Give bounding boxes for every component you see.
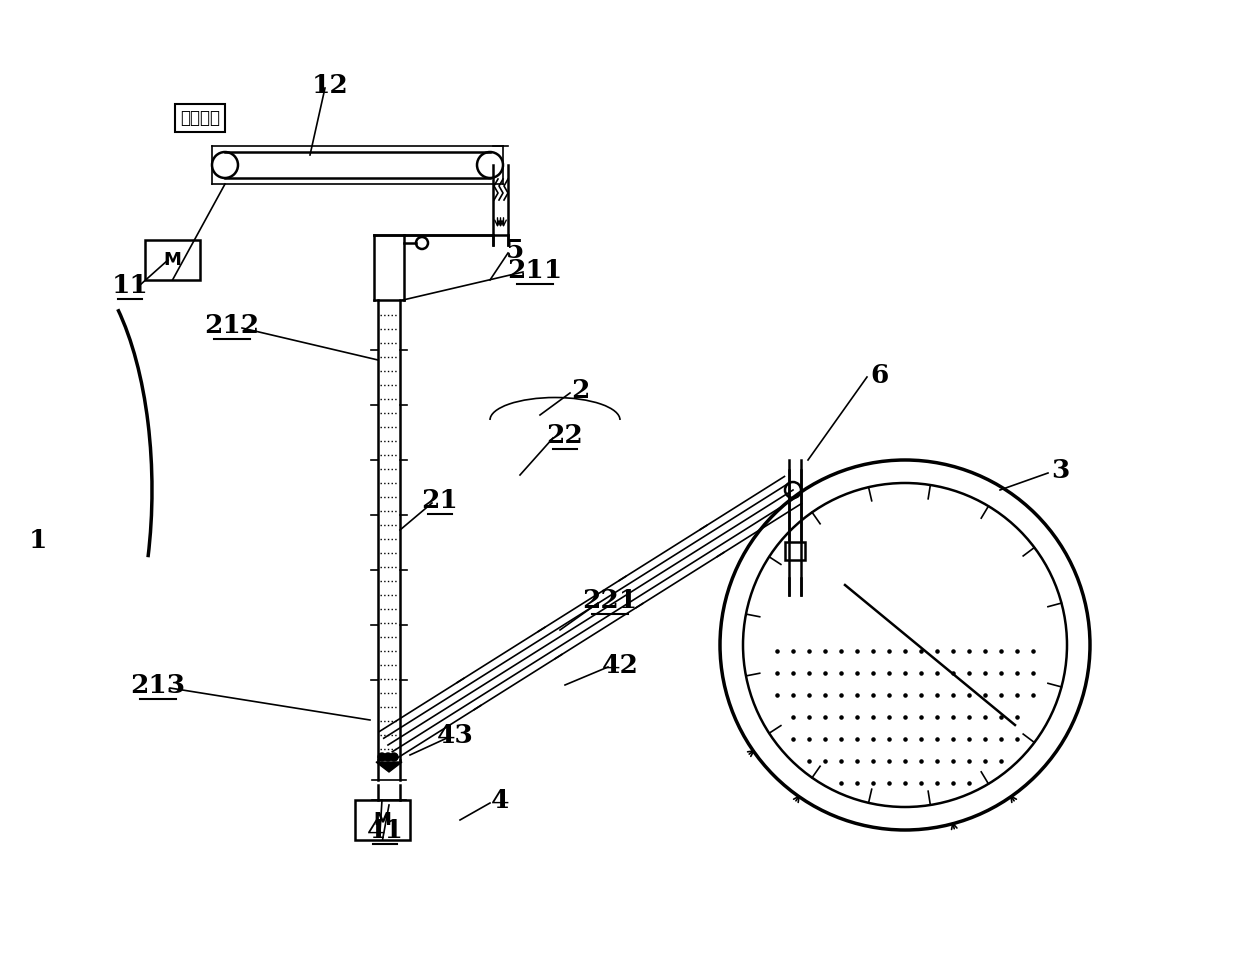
Text: 42: 42 [601,653,639,678]
Text: 4: 4 [491,787,510,813]
Text: 1: 1 [29,527,47,552]
Text: 43: 43 [436,722,474,748]
Text: 3: 3 [1050,457,1069,483]
Text: 固体物料: 固体物料 [180,109,219,127]
Text: M: M [373,811,392,829]
Text: 12: 12 [311,73,348,97]
Text: 21: 21 [422,487,459,513]
Text: 5: 5 [506,238,525,262]
Bar [145,240,200,280]
Text: 22: 22 [547,422,583,448]
Bar [785,542,805,560]
Circle shape [378,753,386,761]
Polygon shape [376,762,402,772]
Bar [355,800,410,840]
Circle shape [384,753,392,761]
Text: 6: 6 [870,362,889,387]
Text: 213: 213 [130,673,186,697]
Text: 212: 212 [205,313,259,338]
Text: M: M [164,251,181,269]
Circle shape [391,753,398,761]
Text: 211: 211 [507,257,563,283]
Text: 2: 2 [570,378,589,403]
Text: 41: 41 [367,818,403,843]
Text: 11: 11 [112,273,149,297]
Text: 221: 221 [583,587,637,613]
